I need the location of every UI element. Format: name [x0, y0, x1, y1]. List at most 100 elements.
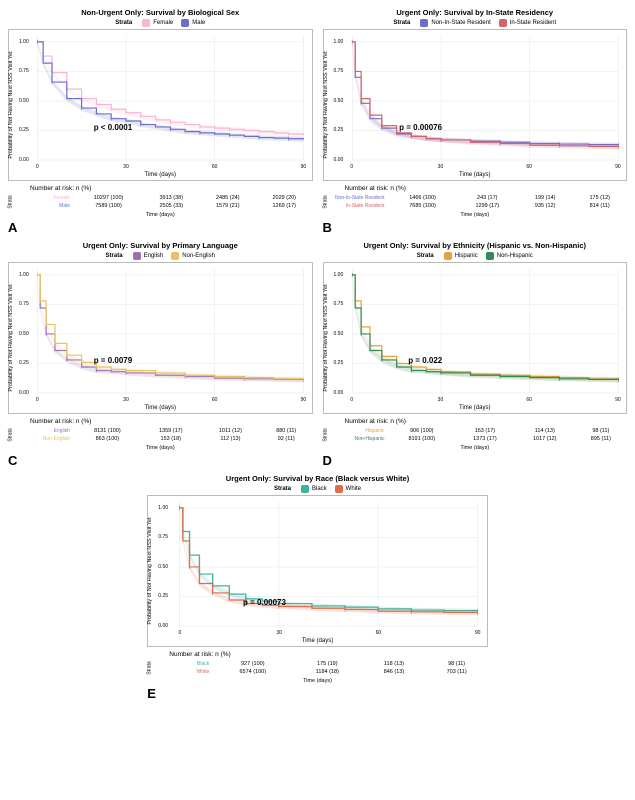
strata-label: Strata [115, 20, 132, 26]
y-tick-label: 0.75 [19, 68, 29, 74]
risk-table: Female10297 (100)3913 (38)2485 (24)2029 … [8, 194, 313, 210]
y-axis-label: Probability of Not Having Next NSS Visit… [323, 284, 329, 391]
y-tick-label: 0.25 [334, 127, 344, 133]
y-tick-label: 1.00 [19, 272, 29, 278]
panel-letter: E [147, 686, 487, 701]
strata-label: Strata [393, 20, 410, 26]
table-row: Black927 (100)175 (19)118 (13)98 (11) [147, 660, 487, 668]
risk-cell: 153 (18) [141, 435, 201, 443]
risk-cell: 1184 (18) [292, 668, 362, 676]
risk-table-wrap: StrataNon-In-State Resident1466 (100)243… [323, 194, 628, 210]
risk-strata-label: Strata [8, 195, 14, 208]
chart-svg [324, 30, 627, 180]
risk-row-label: Hispanic [323, 427, 389, 435]
p-value-label: p = 0.00076 [399, 123, 442, 132]
risk-cell: 2505 (33) [143, 202, 199, 210]
y-tick-label: 0.50 [334, 98, 344, 104]
risk-row-label: Non-English [8, 435, 74, 443]
risk-cell: 199 (14) [518, 194, 573, 202]
chart-svg [148, 496, 486, 646]
panel-title: Non-Urgent Only: Survival by Biological … [8, 8, 313, 17]
chart-svg [9, 30, 312, 180]
risk-strata-label: Strata [322, 428, 328, 441]
risk-cell: 814 (11) [572, 202, 627, 210]
y-tick-label: 0.50 [158, 564, 168, 570]
legend-label: Male [192, 20, 205, 26]
legend-swatch [142, 19, 150, 27]
x-tick-label: 60 [212, 397, 218, 403]
legend-label: Female [153, 20, 173, 26]
risk-strata-label: Strata [322, 195, 328, 208]
legend-swatch [444, 252, 452, 260]
panel-title: Urgent Only: Survival by Race (Black ver… [147, 474, 487, 483]
table-row: English8131 (100)1359 (17)1011 (12)880 (… [8, 427, 313, 435]
risk-table-title: Number at risk: n (%) [8, 185, 313, 192]
risk-row-label: Male [8, 202, 74, 210]
risk-cell: 153 (17) [455, 427, 515, 435]
risk-x-label: Time (days) [323, 212, 628, 218]
legend-swatch [335, 485, 343, 493]
risk-cell: 703 (11) [426, 668, 488, 676]
risk-cell: 10297 (100) [74, 194, 143, 202]
risk-table-title: Number at risk: n (%) [8, 418, 313, 425]
panel-c: Urgent Only: Survival by Primary Languag… [8, 241, 313, 468]
y-tick-label: 1.00 [19, 39, 29, 45]
y-tick-label: 0.75 [334, 68, 344, 74]
risk-cell: 927 (100) [213, 660, 292, 668]
p-value-label: p = 0.022 [408, 356, 442, 365]
risk-cell: 1373 (17) [455, 435, 515, 443]
risk-table-title: Number at risk: n (%) [147, 651, 487, 658]
table-row: Female10297 (100)3913 (38)2485 (24)2029 … [8, 194, 313, 202]
legend-item: Hispanic [444, 252, 478, 260]
panel-letter: A [8, 220, 313, 235]
strata-label: Strata [274, 486, 291, 492]
y-tick-label: 0.00 [19, 157, 29, 163]
legend-item: Black [301, 485, 327, 493]
legend-item: Non-Hispanic [486, 252, 533, 260]
legend-label: Non-English [182, 253, 215, 259]
panel-a: Non-Urgent Only: Survival by Biological … [8, 8, 313, 235]
x-tick-label: 30 [276, 630, 282, 636]
risk-cell: 2485 (24) [200, 194, 256, 202]
y-tick-label: 0.75 [158, 534, 168, 540]
risk-table: Black927 (100)175 (19)118 (13)98 (11)Whi… [147, 660, 487, 676]
risk-x-label: Time (days) [147, 678, 487, 684]
risk-row-label: Black [147, 660, 213, 668]
risk-table-wrap: StrataBlack927 (100)175 (19)118 (13)98 (… [147, 660, 487, 676]
y-tick-label: 1.00 [158, 505, 168, 511]
risk-row-label: In-State Resident [323, 202, 389, 210]
y-tick-label: 0.25 [158, 593, 168, 599]
risk-table-title: Number at risk: n (%) [323, 185, 628, 192]
legend-swatch [301, 485, 309, 493]
legend-item: Non-English [171, 252, 215, 260]
risk-cell: 112 (13) [201, 435, 260, 443]
legend-swatch [181, 19, 189, 27]
table-row: Non-English863 (100)153 (18)112 (13)92 (… [8, 435, 313, 443]
legend: Strata Female Male [8, 19, 313, 27]
x-tick-label: 30 [438, 164, 444, 170]
risk-row-label: Non-In-State Resident [323, 194, 389, 202]
panel-e-wrapper: Urgent Only: Survival by Race (Black ver… [8, 474, 627, 701]
risk-row-label: White [147, 668, 213, 676]
risk-cell: 846 (13) [362, 668, 425, 676]
y-axis-label: Probability of Not Having Next NSS Visit… [147, 517, 153, 624]
panel-title: Urgent Only: Survival by In-State Reside… [323, 8, 628, 17]
risk-table-wrap: StrataHispanic906 (100)153 (17)114 (13)9… [323, 427, 628, 443]
risk-x-label: Time (days) [8, 445, 313, 451]
legend-item: Non-In-State Resident [420, 19, 490, 27]
chart-area: 0.000.250.500.751.000306090Probability o… [8, 262, 313, 414]
risk-cell: 98 (11) [426, 660, 488, 668]
x-tick-label: 30 [123, 397, 129, 403]
risk-strata-label: Strata [147, 661, 153, 674]
x-tick-label: 30 [123, 164, 129, 170]
risk-table-wrap: StrataEnglish8131 (100)1359 (17)1011 (12… [8, 427, 313, 443]
y-tick-label: 1.00 [334, 272, 344, 278]
y-axis-label: Probability of Not Having Next NSS Visit… [8, 284, 14, 391]
x-axis-label: Time (days) [145, 405, 176, 411]
y-tick-label: 1.00 [334, 39, 344, 45]
x-tick-label: 60 [526, 397, 532, 403]
risk-cell: 1359 (17) [141, 427, 201, 435]
y-tick-label: 0.50 [334, 331, 344, 337]
risk-table: Non-In-State Resident1466 (100)243 (17)1… [323, 194, 628, 210]
risk-table-wrap: StrataFemale10297 (100)3913 (38)2485 (24… [8, 194, 313, 210]
